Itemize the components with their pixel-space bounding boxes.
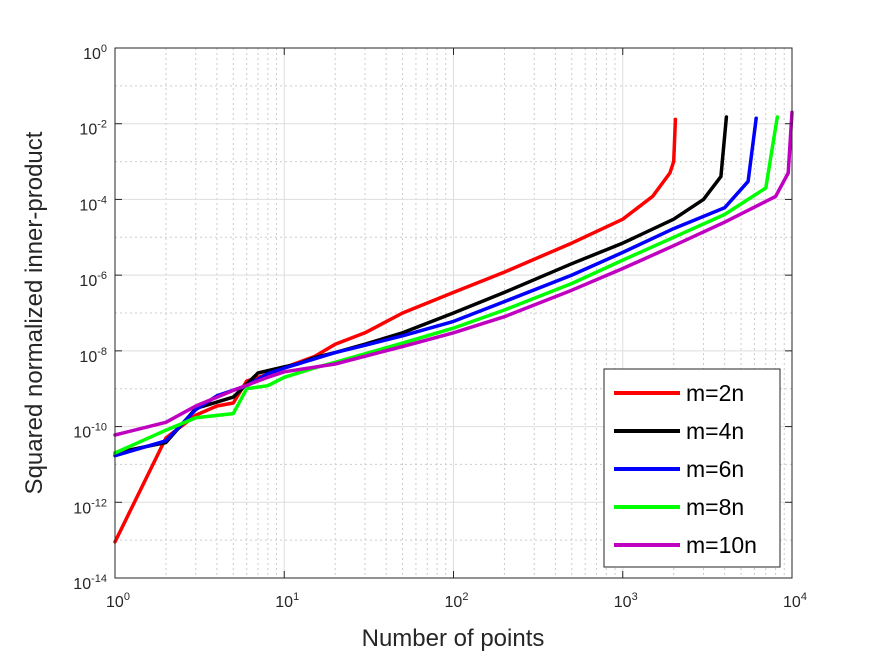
y-tick-labels: 10-14 10-12 10-10 10-8 10-6 10-4 10-2 100 <box>73 43 107 593</box>
y-tick-label: 10-2 <box>79 119 107 139</box>
y-axis-label: Squared normalized inner-product <box>21 131 48 494</box>
legend: m=2n m=4n m=6n m=8n m=10n <box>603 368 781 568</box>
legend-label-3: m=6n <box>686 456 744 482</box>
x-tick-label: 104 <box>783 591 807 611</box>
legend-label-5: m=10n <box>686 532 757 558</box>
x-tick-label: 100 <box>106 591 130 611</box>
y-tick-label: 10-14 <box>73 573 107 593</box>
axis-ticks <box>114 47 793 579</box>
series-line-5 <box>113 110 794 437</box>
x-axis-label: Number of points <box>362 625 545 652</box>
y-tick-label: 100 <box>83 43 107 63</box>
series-line-1 <box>113 117 678 544</box>
y-tick-label: 10-4 <box>79 194 107 214</box>
series-line-4 <box>113 115 780 455</box>
legend-label-2: m=4n <box>686 418 744 444</box>
y-tick-label: 10-12 <box>73 497 107 517</box>
series-lines <box>113 110 794 544</box>
x-tick-labels: 100 101 102 103 104 <box>106 591 807 611</box>
legend-label-4: m=8n <box>686 494 744 520</box>
y-tick-label: 10-8 <box>79 346 107 366</box>
legend-label-1: m=2n <box>686 380 744 406</box>
y-tick-label: 10-6 <box>79 270 107 290</box>
y-tick-label: 10-10 <box>73 422 107 442</box>
x-tick-label: 102 <box>445 591 469 611</box>
x-tick-label: 101 <box>275 591 299 611</box>
x-tick-label: 103 <box>614 591 638 611</box>
